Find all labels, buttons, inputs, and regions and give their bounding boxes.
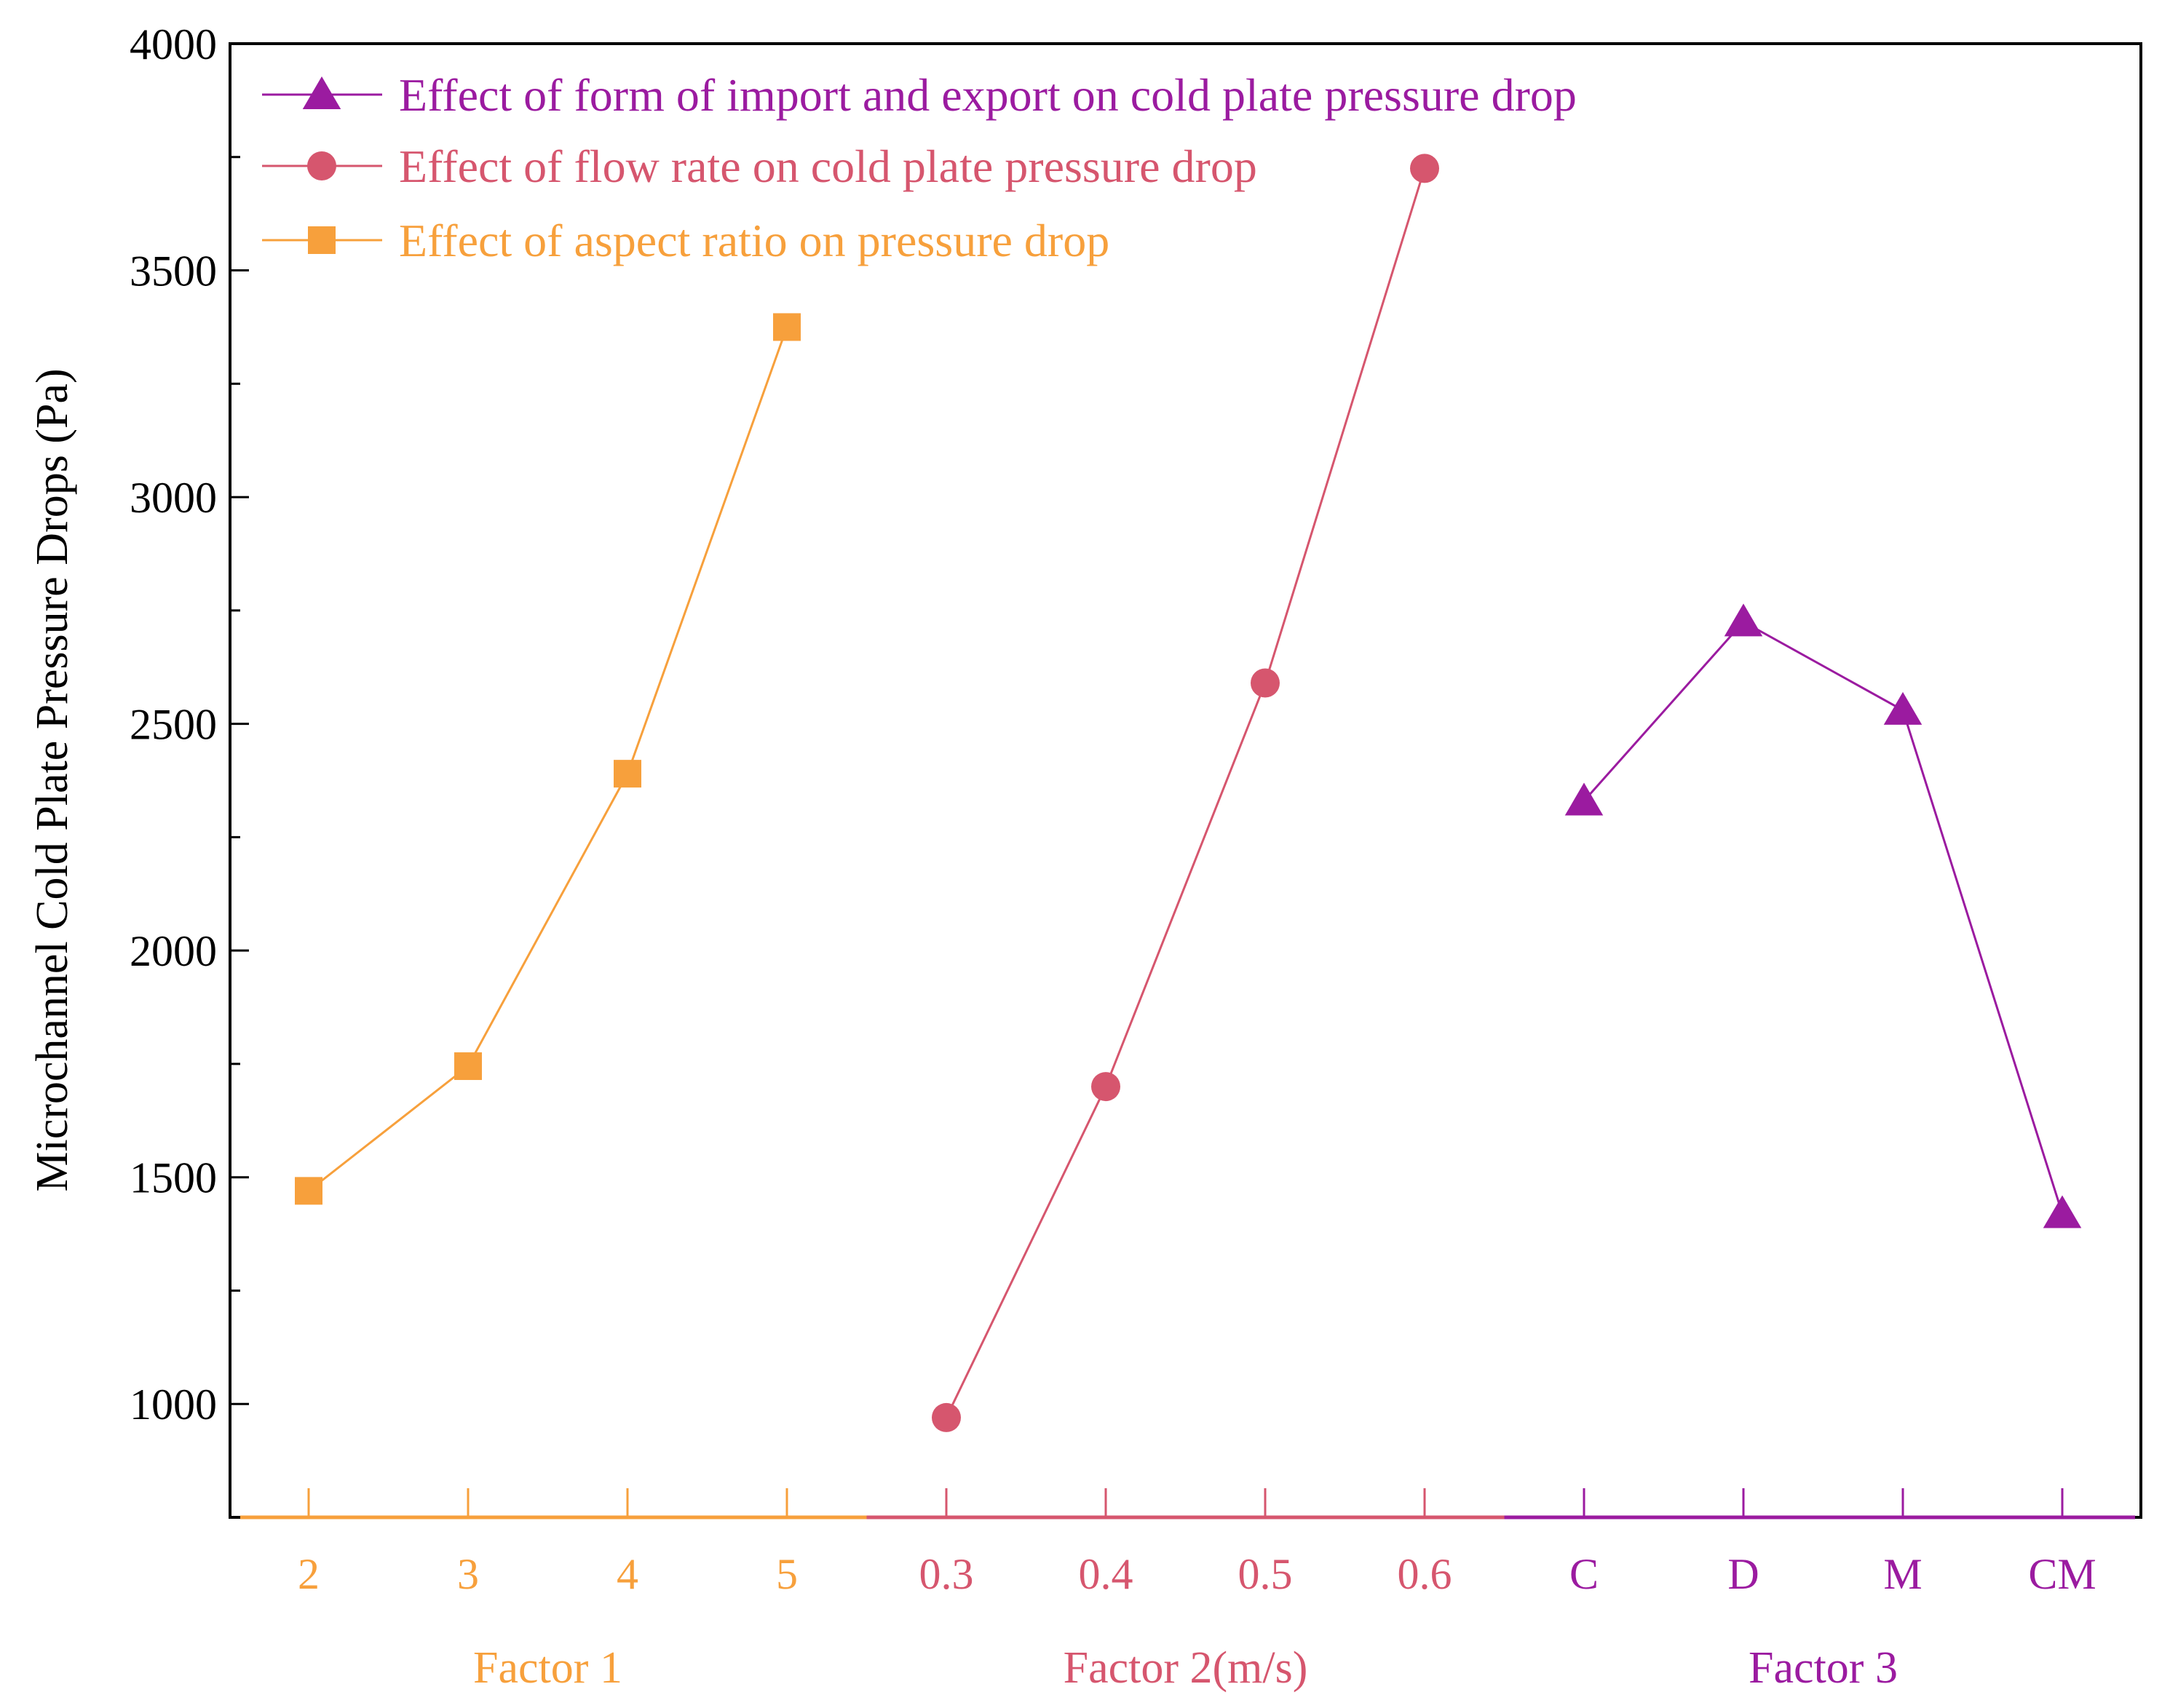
- x-group-title: Factor 1: [473, 1643, 622, 1693]
- legend-label: Effect of flow rate on cold plate pressu…: [399, 140, 1257, 192]
- x-group-title: Factor 3: [1749, 1643, 1898, 1693]
- data-point-circle: [1251, 668, 1280, 698]
- x-axis: 2 3 4 5 Factor 1 0.3 0.4 0.5 0.6 Factor 2(m/s) C D M…: [240, 1488, 2135, 1693]
- series-triangle: [1564, 603, 2082, 1228]
- data-point-circle: [932, 1402, 961, 1432]
- x-tick-label: 5: [776, 1550, 798, 1598]
- series-line: [945, 167, 1426, 1418]
- series-line: [1583, 620, 2064, 1214]
- x-tick-label: 0.5: [1238, 1550, 1293, 1598]
- data-point-square: [295, 1177, 322, 1205]
- y-tick-label: 3000: [130, 474, 217, 522]
- plot-frame: [229, 42, 2142, 1519]
- data-point-circle: [1410, 154, 1439, 183]
- x-tick-label: D: [1727, 1550, 1759, 1598]
- series-circle: [932, 154, 1439, 1432]
- x-tick-label: 0.4: [1079, 1550, 1133, 1598]
- y-tick-label: 1500: [130, 1154, 217, 1202]
- y-tick-label: 2500: [130, 701, 217, 749]
- x-tick-label: 0.3: [919, 1550, 974, 1598]
- series-line: [308, 326, 788, 1192]
- legend-label: Effect of form of import and export on c…: [399, 69, 1577, 121]
- series-layer: [295, 154, 2082, 1432]
- legend-marker-triangle: [302, 76, 341, 109]
- data-point-triangle: [1883, 691, 1923, 725]
- x-tick-label: 0.6: [1398, 1550, 1452, 1598]
- x-tick-label: M: [1883, 1550, 1922, 1598]
- x-tick-label: 3: [457, 1550, 479, 1598]
- legend-marker-circle: [307, 151, 336, 180]
- series-square: [295, 313, 801, 1205]
- y-tick-label: 3500: [130, 247, 217, 295]
- x-tick-label: 4: [617, 1550, 638, 1598]
- legend: Effect of form of import and export on c…: [262, 69, 1577, 266]
- x-tick-label: C: [1569, 1550, 1599, 1598]
- y-tick-label: 4000: [130, 20, 217, 68]
- x-tick-label: 2: [298, 1550, 320, 1598]
- data-point-triangle: [1724, 603, 1763, 637]
- y-tick-label: 2000: [130, 927, 217, 975]
- legend-item: Effect of aspect ratio on pressure drop: [262, 215, 1109, 266]
- x-group-title: Factor 2(m/s): [1064, 1643, 1308, 1693]
- legend-label: Effect of aspect ratio on pressure drop: [399, 215, 1109, 266]
- y-axis: 1000 1500 2000 2500 3000 3500 4000: [130, 20, 249, 1519]
- y-axis-title: Microchannel Cold Plate Pressure Drops (…: [28, 368, 77, 1191]
- data-point-square: [614, 760, 641, 788]
- y-tick-label: 1000: [130, 1381, 217, 1429]
- data-point-triangle: [1564, 782, 1604, 816]
- legend-item: Effect of flow rate on cold plate pressu…: [262, 140, 1257, 192]
- x-tick-label: CM: [2028, 1550, 2096, 1598]
- data-point-square: [773, 313, 801, 341]
- legend-item: Effect of form of import and export on c…: [262, 69, 1577, 121]
- legend-marker-square: [308, 226, 336, 254]
- data-point-triangle: [2043, 1195, 2082, 1228]
- data-point-square: [454, 1052, 482, 1081]
- data-point-circle: [1091, 1072, 1120, 1102]
